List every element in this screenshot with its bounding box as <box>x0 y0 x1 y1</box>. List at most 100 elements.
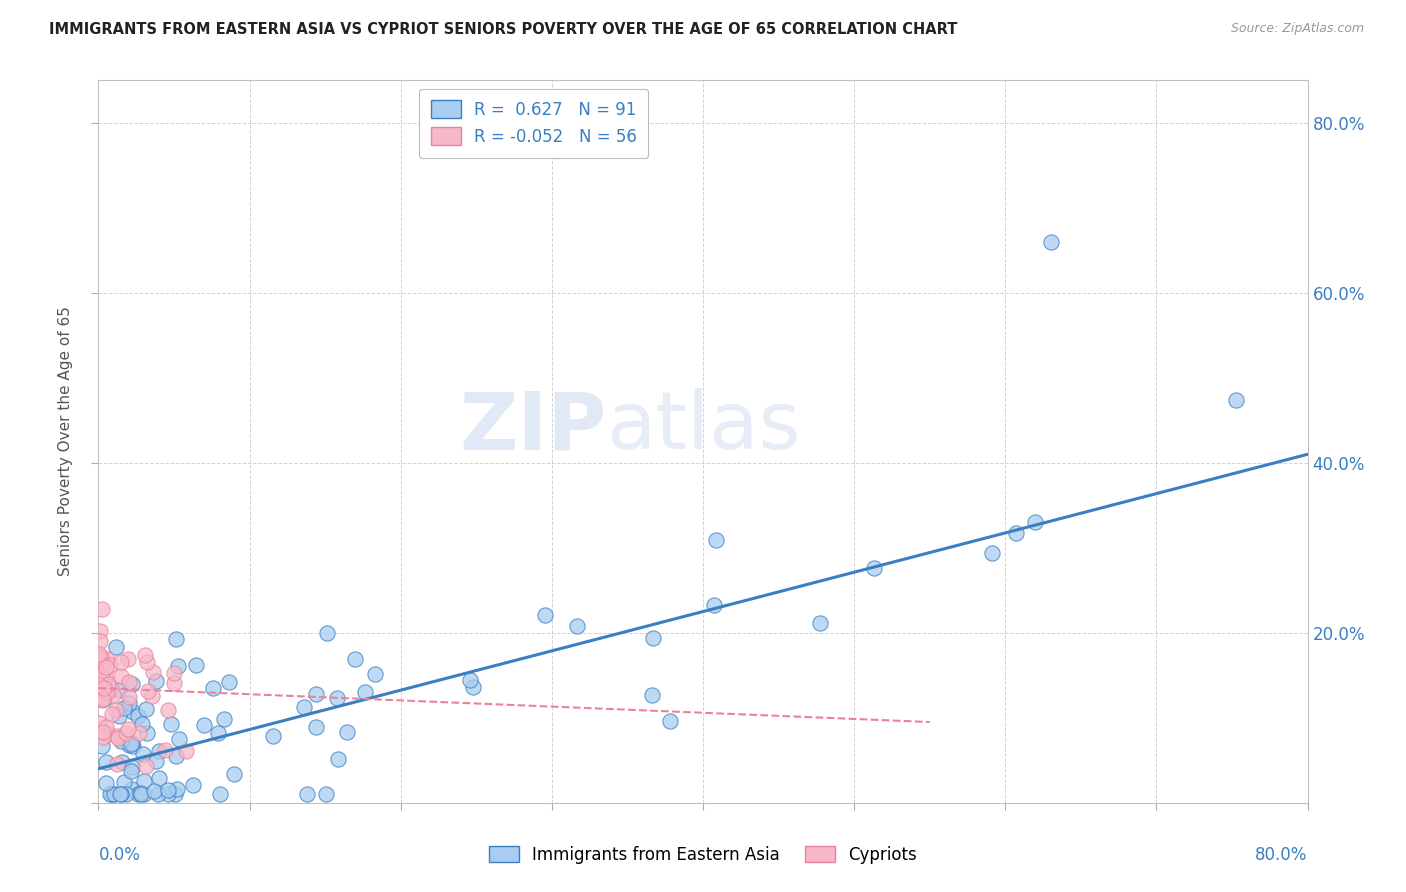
Point <box>181 778 204 792</box>
Point <box>157 787 180 801</box>
Point <box>659 714 682 729</box>
Point <box>129 787 152 801</box>
Point <box>141 689 163 703</box>
Point <box>155 743 177 757</box>
Point <box>98 658 121 673</box>
Point <box>94 670 117 684</box>
Point <box>120 737 142 751</box>
Point <box>118 696 141 710</box>
Point <box>207 726 229 740</box>
Point <box>94 684 117 698</box>
Point <box>103 787 125 801</box>
Text: 80.0%: 80.0% <box>1256 847 1308 864</box>
Point <box>222 767 245 781</box>
Point <box>96 720 118 734</box>
Point <box>105 703 128 717</box>
Point <box>132 747 155 762</box>
Point <box>89 647 111 661</box>
Point <box>120 764 142 778</box>
Point <box>135 759 157 773</box>
Point <box>90 601 112 615</box>
Point <box>142 665 165 679</box>
Point <box>112 700 135 714</box>
Point <box>103 787 125 801</box>
Point <box>131 716 153 731</box>
Point <box>112 775 135 789</box>
Text: Source: ZipAtlas.com: Source: ZipAtlas.com <box>1230 22 1364 36</box>
Point <box>163 676 186 690</box>
Point <box>107 731 129 746</box>
Point <box>97 676 120 690</box>
Point <box>159 717 181 731</box>
Point <box>166 658 188 673</box>
Point <box>364 667 387 681</box>
Point <box>108 709 131 723</box>
Point <box>292 700 315 714</box>
Point <box>128 786 150 800</box>
Point <box>127 709 149 723</box>
Point <box>96 775 118 789</box>
Point <box>93 681 115 696</box>
Point <box>214 712 236 726</box>
Point <box>1225 393 1247 408</box>
Point <box>89 678 111 692</box>
Point <box>534 608 557 623</box>
Point <box>110 787 132 801</box>
Point <box>143 784 166 798</box>
Text: atlas: atlas <box>606 388 800 467</box>
Point <box>121 736 143 750</box>
Point <box>90 693 112 707</box>
Point <box>97 726 120 740</box>
Point <box>135 701 157 715</box>
Point <box>156 703 179 717</box>
Point <box>326 752 349 766</box>
Point <box>128 726 150 740</box>
Point <box>100 681 122 695</box>
Point <box>121 676 143 690</box>
Point <box>89 715 111 730</box>
Point <box>295 787 318 801</box>
Point <box>808 616 831 631</box>
Point <box>165 748 187 763</box>
Point <box>641 688 664 702</box>
Point <box>117 723 139 737</box>
Point <box>89 650 111 665</box>
Point <box>94 755 117 769</box>
Point <box>127 787 149 801</box>
Point <box>121 739 143 753</box>
Point <box>122 705 145 719</box>
Point <box>110 669 132 683</box>
Point <box>91 725 114 739</box>
Point <box>209 787 232 801</box>
Point <box>90 650 112 665</box>
Point <box>96 685 118 699</box>
Point <box>165 632 187 646</box>
Point <box>89 690 111 704</box>
Point <box>146 787 169 801</box>
Point <box>121 781 143 796</box>
Point <box>91 730 114 744</box>
Point <box>114 725 136 739</box>
Point <box>91 739 114 753</box>
Point <box>90 657 112 672</box>
Point <box>148 744 170 758</box>
Point <box>89 680 111 694</box>
Point <box>107 729 129 743</box>
Point <box>94 684 117 698</box>
Point <box>91 692 114 706</box>
Point <box>458 673 481 687</box>
Point <box>165 787 187 801</box>
Point <box>156 782 179 797</box>
Point <box>326 690 349 705</box>
Point <box>114 787 136 801</box>
Point <box>315 787 337 801</box>
Point <box>94 663 117 677</box>
Point <box>166 782 188 797</box>
Text: ZIP: ZIP <box>458 388 606 467</box>
Point <box>107 683 129 698</box>
Y-axis label: Seniors Poverty Over the Age of 65: Seniors Poverty Over the Age of 65 <box>58 307 73 576</box>
Point <box>100 707 122 722</box>
Point <box>89 624 111 639</box>
Point <box>93 692 115 706</box>
Point <box>201 681 224 695</box>
